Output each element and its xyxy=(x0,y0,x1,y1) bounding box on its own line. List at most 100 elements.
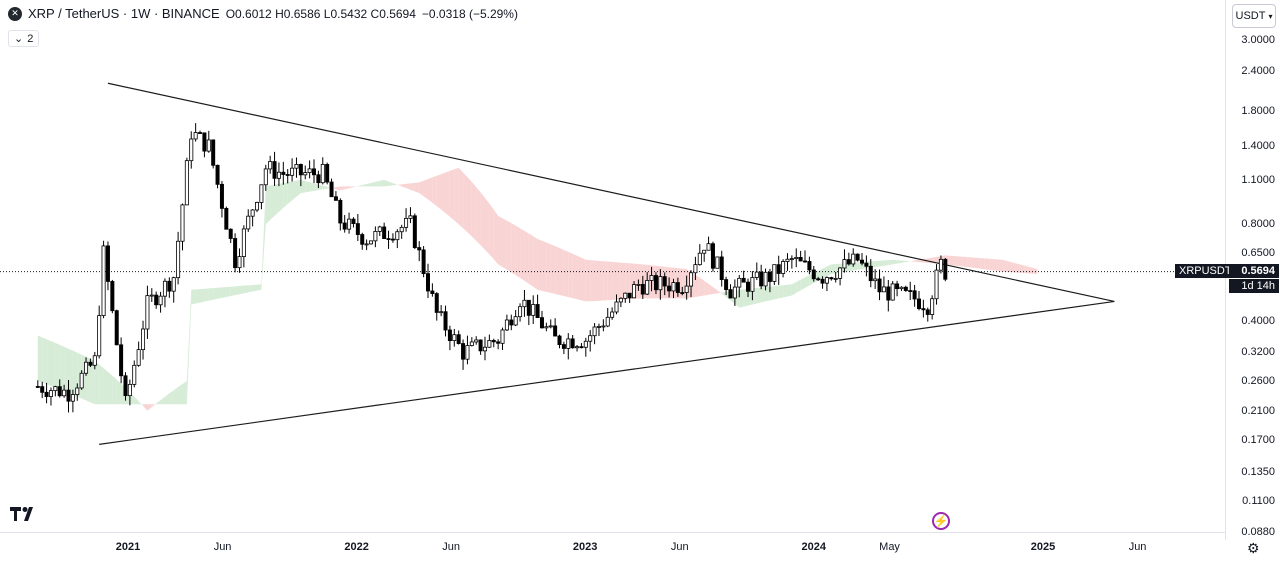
cloud-segment xyxy=(423,179,428,200)
cloud-segment xyxy=(182,380,187,405)
candle-body xyxy=(588,335,593,342)
cloud-segment xyxy=(257,284,262,291)
time-tick-label: Jun xyxy=(670,541,689,553)
candle-body xyxy=(154,294,159,306)
last-price-tag: 0.5694 xyxy=(1229,264,1279,278)
candlestick-chart[interactable] xyxy=(0,0,1225,532)
cloud-segment xyxy=(274,183,279,216)
cloud-segment xyxy=(791,281,797,296)
cloud-segment xyxy=(585,259,591,302)
cloud-segment xyxy=(178,383,183,405)
cloud-segment xyxy=(1002,259,1007,272)
candle-body xyxy=(732,286,737,299)
cloud-segment xyxy=(682,268,687,299)
candle-body xyxy=(382,226,387,239)
cloud-segment xyxy=(550,244,556,294)
candle-body xyxy=(75,387,80,395)
cloud-segment xyxy=(546,242,551,293)
cloud-segment xyxy=(467,177,472,237)
candle-body xyxy=(57,386,62,397)
chevron-down-icon: ▾ xyxy=(1268,11,1273,21)
cloud-segment xyxy=(50,341,56,388)
currency-select[interactable]: USDT ▾ xyxy=(1232,4,1276,28)
candle-body xyxy=(364,243,369,246)
cloud-segment xyxy=(388,181,393,186)
cloud-segment xyxy=(712,287,718,295)
lightning-icon[interactable]: ⚡ xyxy=(932,512,950,530)
cloud-segment xyxy=(541,240,547,292)
candle-body xyxy=(193,132,198,140)
candle-body xyxy=(614,301,619,313)
cloud-segment xyxy=(151,403,157,408)
cloud-segment xyxy=(147,404,152,411)
tradingview-logo-icon[interactable] xyxy=(10,506,40,527)
candle-body xyxy=(728,289,733,299)
cloud-segment xyxy=(484,197,490,255)
candle-body xyxy=(408,215,413,219)
candle-body xyxy=(623,292,628,299)
cloud-segment xyxy=(993,259,998,271)
candle-body xyxy=(803,260,808,263)
symbol-legend: ✕ XRP / TetherUS · 1W · BINANCE O0.6012 … xyxy=(8,6,518,21)
low-value: 0.5432 xyxy=(330,6,368,21)
candle-body xyxy=(807,261,812,271)
gear-icon[interactable]: ⚙ xyxy=(1247,540,1260,556)
cloud-segment xyxy=(59,344,65,392)
candle-body xyxy=(908,290,913,292)
candle-body xyxy=(127,383,132,397)
bar-countdown: 1d 14h xyxy=(1229,279,1279,293)
cloud-segment xyxy=(265,185,271,225)
cloud-segment xyxy=(173,387,179,405)
open-value: 0.6012 xyxy=(235,6,272,21)
candle-body xyxy=(44,391,49,397)
candle-body xyxy=(469,341,474,346)
candle-body xyxy=(794,256,799,260)
cloud-segment xyxy=(577,255,582,301)
cloud-segment xyxy=(379,179,385,187)
cloud-segment xyxy=(796,279,801,293)
candle-body xyxy=(881,286,886,293)
chart-plot-area[interactable] xyxy=(0,0,1225,540)
candle-body xyxy=(452,334,457,342)
candle-body xyxy=(671,282,676,292)
candle-body xyxy=(675,282,680,293)
candle-body xyxy=(667,285,672,292)
candle-body xyxy=(202,132,207,152)
candle-body xyxy=(570,338,575,349)
cloud-segment xyxy=(756,287,762,304)
candle-body xyxy=(456,334,461,344)
candle-body xyxy=(373,230,378,242)
candle-body xyxy=(868,265,873,282)
candle-body xyxy=(377,226,382,232)
candle-body xyxy=(184,160,189,206)
cloud-segment xyxy=(169,390,174,405)
cloud-segment xyxy=(261,186,266,290)
candle-body xyxy=(390,238,395,241)
cloud-segment xyxy=(480,192,485,250)
time-tick-label: Jun xyxy=(213,541,232,553)
cloud-segment xyxy=(55,342,60,390)
cloud-segment xyxy=(888,259,893,266)
cloud-segment xyxy=(186,289,192,405)
cloud-segment xyxy=(42,337,47,385)
candle-body xyxy=(895,283,900,290)
price-tick-label: 1.4000 xyxy=(1241,140,1275,153)
time-tick-label: May xyxy=(879,541,900,553)
cloud-segment xyxy=(660,266,665,299)
candle-body xyxy=(417,247,422,251)
cloud-segment xyxy=(458,167,464,229)
cloud-segment xyxy=(392,183,398,186)
cloud-segment xyxy=(134,396,139,405)
indicators-toggle-button[interactable]: ⌄ 2 xyxy=(8,30,40,47)
cloud-segment xyxy=(805,275,810,288)
candle-body xyxy=(518,306,523,318)
cloud-segment xyxy=(778,285,784,299)
time-axis[interactable]: 2021 Jun 2022 Jun 2023 Jun 2024 May 2025 Jun xyxy=(0,532,1225,562)
candle-body xyxy=(592,326,597,337)
symbol-title[interactable]: XRP / TetherUS · 1W · BINANCE xyxy=(28,6,220,21)
cloud-segment xyxy=(370,181,376,187)
cloud-segment xyxy=(625,262,630,300)
candle-body xyxy=(724,279,729,291)
cloud-segment xyxy=(217,287,222,299)
cloud-segment xyxy=(46,339,51,387)
